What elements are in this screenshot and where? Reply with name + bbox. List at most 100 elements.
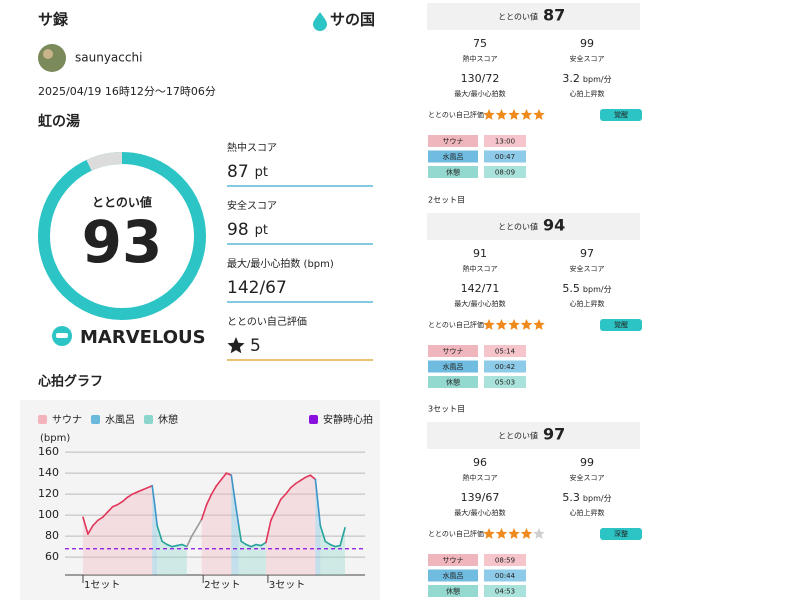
- time-box: [484, 554, 526, 566]
- stat-value: 99: [580, 456, 594, 469]
- area-segment: [117, 501, 123, 575]
- line-segment: [215, 478, 223, 487]
- area-segment: [265, 520, 271, 575]
- area-segment: [325, 541, 331, 575]
- legend-label: 安静時心拍: [323, 413, 373, 426]
- line-segment: [260, 541, 267, 547]
- session-date: 2025/04/19 16時12分〜17時06分: [38, 85, 216, 98]
- line-segment: [240, 540, 247, 546]
- summary: サ録 サの国 saunyacchi 2025/04/19 16時12分〜17時06分虹…: [38, 11, 375, 390]
- area-segment: [270, 509, 276, 575]
- metric-value: 142/67: [227, 278, 287, 298]
- chart-panel: [20, 400, 380, 600]
- metric-label: ととのい自己評価: [227, 315, 307, 328]
- x-tick-label: 1セット: [84, 579, 120, 591]
- phase-box: [428, 135, 478, 147]
- set-header: [427, 213, 640, 240]
- area-segment: [176, 544, 182, 575]
- metric-unit: pt: [255, 165, 268, 180]
- line-segment: [265, 519, 272, 544]
- phase-box: [428, 360, 478, 373]
- y-tick-label: 160: [38, 445, 59, 458]
- area-segment: [102, 511, 108, 575]
- time-box: [484, 376, 526, 388]
- stat-label: 最大/最小心拍数: [454, 299, 505, 308]
- time-box: [484, 345, 526, 357]
- area-segment: [211, 485, 217, 575]
- area-segment: [256, 544, 261, 575]
- line-segment: [304, 474, 312, 479]
- phase-time: 04:53: [495, 588, 515, 596]
- rating-stars: [483, 528, 545, 539]
- line-segment: [161, 540, 168, 546]
- rating-star: [495, 109, 508, 120]
- phase-time: 05:03: [495, 379, 515, 387]
- stat-label: 心拍上昇数: [570, 299, 605, 308]
- phase-name: 水風呂: [443, 571, 464, 580]
- badge: [600, 109, 642, 121]
- area-segment: [221, 473, 227, 575]
- stat-value: 96: [473, 456, 487, 469]
- area-segment: [251, 544, 257, 575]
- line-segment: [210, 484, 218, 495]
- badge-text: 覚醒: [614, 110, 628, 119]
- badge: [600, 528, 642, 540]
- stat-value: 5.3 bpm/分: [562, 491, 611, 504]
- line-segment: [171, 544, 178, 548]
- rating-stars: [483, 319, 545, 330]
- phase-time: 13:00: [495, 138, 515, 146]
- eval-label: ととのい自己評価: [428, 529, 484, 538]
- area-segment: [201, 504, 207, 575]
- stat-value: 75: [473, 37, 487, 50]
- legend-label: 休憩: [158, 413, 178, 426]
- line-segment: [186, 535, 193, 548]
- area-segment: [280, 494, 286, 575]
- line-segment: [205, 493, 213, 506]
- badge: [600, 319, 642, 331]
- phase-time: 08:09: [495, 169, 515, 177]
- stat-label: 安全スコア: [570, 264, 605, 273]
- set-details: ととのい値 87 75 熱中スコア 99 安全スコア 130/72 最大/最小心拍数 3.2 bp…: [427, 3, 642, 597]
- line-segment: [255, 543, 262, 547]
- metric-label: 最大/最小心拍数 (bpm): [227, 257, 334, 270]
- phase-name: 休憩: [446, 168, 460, 177]
- line-segment: [92, 519, 99, 527]
- line-segment: [121, 496, 129, 503]
- time-box: [484, 166, 526, 178]
- area-segment: [340, 527, 346, 575]
- rating-stars: [483, 109, 545, 120]
- metric-value: 98 pt: [227, 220, 268, 240]
- metric-value: 87 pt: [227, 162, 268, 182]
- area-segment: [97, 517, 103, 575]
- area-segment: [226, 473, 232, 575]
- area-segment: [261, 542, 266, 575]
- area-segment: [234, 499, 239, 575]
- line-segment: [319, 524, 327, 543]
- stat-label: 最大/最小心拍数: [454, 89, 505, 98]
- user-name: saunyacchi: [75, 51, 142, 65]
- line-segment: [195, 518, 203, 529]
- stat-unit: bpm/分: [583, 494, 612, 503]
- y-tick-label: 60: [45, 550, 59, 563]
- rating-star: [508, 528, 520, 539]
- phase-time: 00:42: [495, 363, 515, 371]
- area-segment: [167, 544, 172, 575]
- area-segment: [107, 506, 113, 575]
- line-segment: [299, 476, 307, 482]
- phase-name: 水風呂: [443, 362, 464, 371]
- phase-box: [428, 150, 478, 163]
- set-header: [427, 3, 640, 30]
- legend-swatch: [144, 415, 153, 424]
- line-segment: [289, 482, 297, 489]
- rating-star: [533, 319, 545, 330]
- y-tick-label: 80: [45, 529, 59, 542]
- area-segment: [300, 477, 306, 575]
- phase-box: [428, 376, 478, 388]
- phase-box: [428, 569, 478, 582]
- star-icon: [227, 337, 245, 354]
- stat-value: 97: [580, 247, 594, 260]
- set-score-label: ととのい値: [498, 12, 538, 22]
- stat-label: 心拍上昇数: [570, 89, 605, 98]
- line-segment: [176, 543, 183, 547]
